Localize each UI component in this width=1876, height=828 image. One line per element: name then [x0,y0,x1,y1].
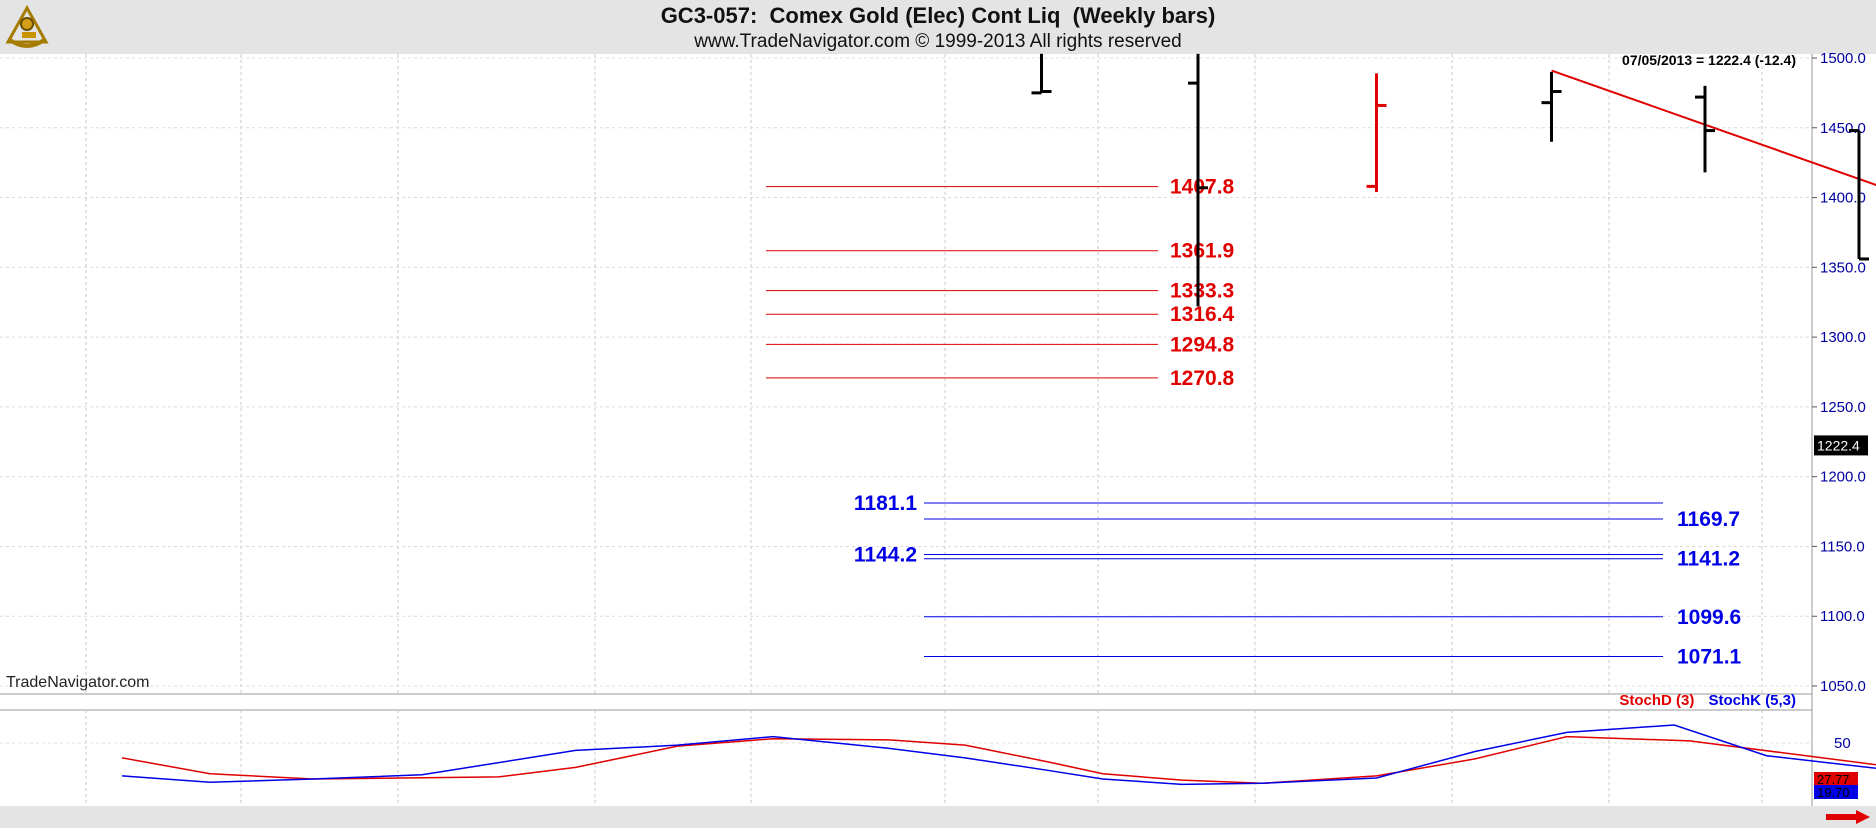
y-tick-label: 1050.0 [1820,678,1866,695]
y-tick-label: 1350.0 [1820,259,1866,276]
resistance-label: 1333.3 [1170,280,1234,303]
stoch-value-label: 27.77 [1817,772,1850,787]
copyright-notice: www.TradeNavigator.com © 1999-2013 All r… [694,31,1182,52]
last-quote: 07/05/2013 = 1222.4 (-12.4) [1622,52,1796,68]
trendline [1551,69,1876,186]
stoch-k-legend: StochK (5,3) [1708,692,1796,709]
resistance-label: 1294.8 [1170,333,1235,356]
support-label: 1071.1 [1677,646,1742,669]
chart-header: GC3-057: Comex Gold (Elec) Cont Liq (Wee… [0,0,1876,54]
stoch-line [121,724,1876,786]
stoch-value-box [1814,772,1858,786]
stoch-value-box [1814,785,1858,799]
resistance-label: 1316.4 [1170,303,1235,326]
date-axis-bar [0,806,1876,828]
y-tick-label: 1300.0 [1820,329,1866,346]
support-label: 1141.2 [1677,548,1740,571]
y-tick-label: 1500.0 [1820,50,1866,67]
chart-title: GC3-057: Comex Gold (Elec) Cont Liq (Wee… [660,3,1216,28]
y-tick-label: 1150.0 [1820,538,1865,555]
support-label: 1181.1 [854,492,917,515]
last-price-box [1814,435,1868,456]
stoch-line [121,735,1876,785]
y-tick-label: 1400.0 [1820,190,1866,207]
last-price-label: 1222.4 [1817,437,1860,453]
y-tick-label: 1250.0 [1820,399,1866,416]
support-label: 1144.2 [854,544,917,567]
support-label: 1099.6 [1677,606,1741,629]
y-tick-label: 1100.0 [1820,608,1865,625]
stoch-d-legend: StochD (3) [1619,692,1695,709]
resistance-label: 1361.9 [1170,240,1234,263]
stoch-tick-label: 50 [1834,735,1851,752]
watermark: TradeNavigator.com [6,674,150,691]
y-tick-label: 1450.0 [1820,120,1866,137]
resistance-label: 1270.8 [1170,367,1235,390]
sextant-logo-icon [5,4,49,48]
support-label: 1169.7 [1677,508,1740,531]
y-tick-label: 1200.0 [1820,469,1866,486]
stochastic-legend: StochD (3) StochK (5,3) [1619,692,1796,709]
right-arrow-icon[interactable] [1826,810,1870,824]
stoch-value-label: 19.70 [1817,785,1850,800]
